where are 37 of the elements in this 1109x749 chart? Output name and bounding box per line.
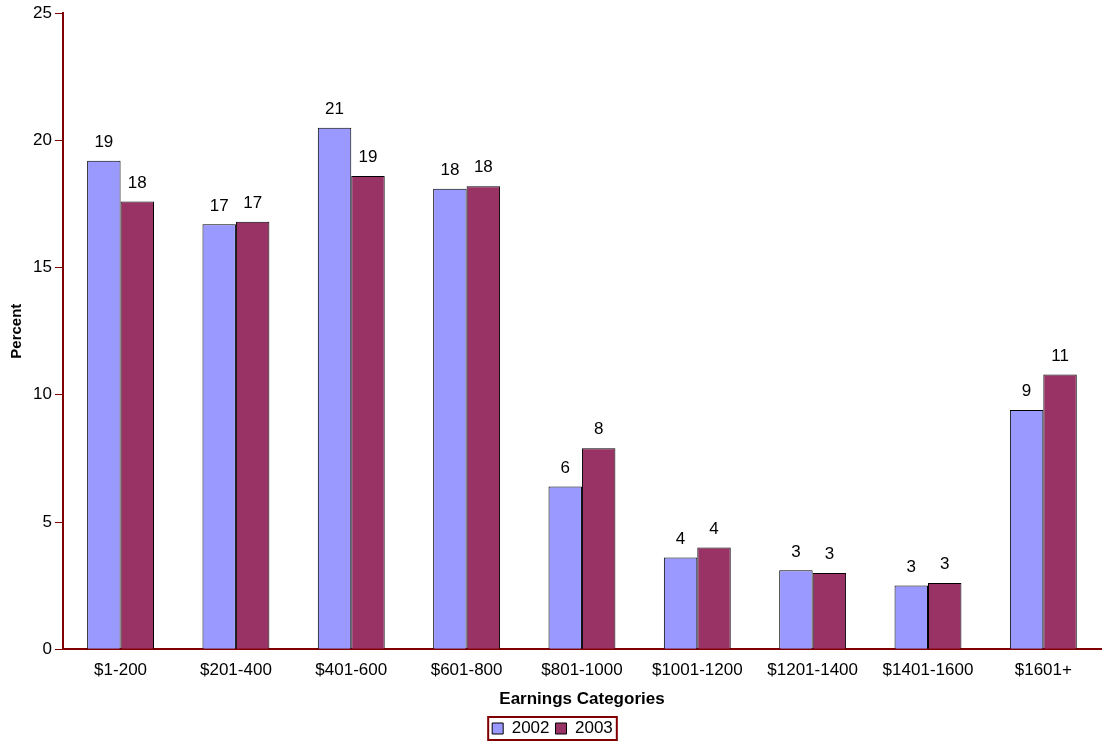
data-label: 18 bbox=[440, 159, 460, 179]
data-label: 8 bbox=[593, 419, 604, 439]
data-label: 17 bbox=[209, 195, 229, 215]
y-tick-label: 20 bbox=[32, 130, 52, 150]
data-label: 6 bbox=[560, 457, 570, 477]
data-label: 18 bbox=[127, 172, 147, 192]
legend-label: 2002 bbox=[511, 718, 550, 738]
x-tick-label: $201-400 bbox=[200, 660, 272, 680]
y-axis-title: Percent bbox=[7, 303, 25, 359]
x-tick-label: $1401-1600 bbox=[882, 660, 974, 680]
y-tick-label: 25 bbox=[32, 2, 52, 22]
data-label: 3 bbox=[906, 556, 916, 576]
x-tick-label: $1601+ bbox=[1014, 660, 1072, 680]
legend-label: 2003 bbox=[575, 718, 613, 738]
x-tick-label: $1201-1400 bbox=[767, 660, 859, 680]
y-tick-label: 0 bbox=[42, 638, 52, 658]
data-label: 3 bbox=[791, 541, 801, 561]
data-label: 3 bbox=[824, 544, 835, 564]
x-tick-label: $601-800 bbox=[430, 660, 503, 680]
y-tick-label: 10 bbox=[32, 384, 52, 404]
data-label: 4 bbox=[709, 518, 719, 538]
x-tick-label: $1-200 bbox=[94, 660, 148, 680]
y-tick-label: 5 bbox=[42, 511, 52, 531]
x-axis-title: Earnings Categories bbox=[499, 689, 665, 709]
x-tick-label: $801-1000 bbox=[541, 660, 623, 680]
data-label: 11 bbox=[1051, 345, 1069, 365]
data-label: 4 bbox=[675, 528, 686, 548]
data-label: 9 bbox=[1021, 381, 1032, 401]
x-tick-label: $1001-1200 bbox=[651, 660, 743, 680]
data-label: 19 bbox=[358, 147, 378, 167]
data-label: 17 bbox=[243, 193, 263, 212]
data-label: 3 bbox=[939, 554, 950, 574]
y-tick-label: 15 bbox=[32, 257, 52, 277]
data-label: 18 bbox=[473, 157, 493, 177]
x-tick-label: $401-600 bbox=[315, 660, 388, 680]
data-label: 21 bbox=[325, 98, 344, 118]
data-label: 19 bbox=[94, 131, 114, 151]
